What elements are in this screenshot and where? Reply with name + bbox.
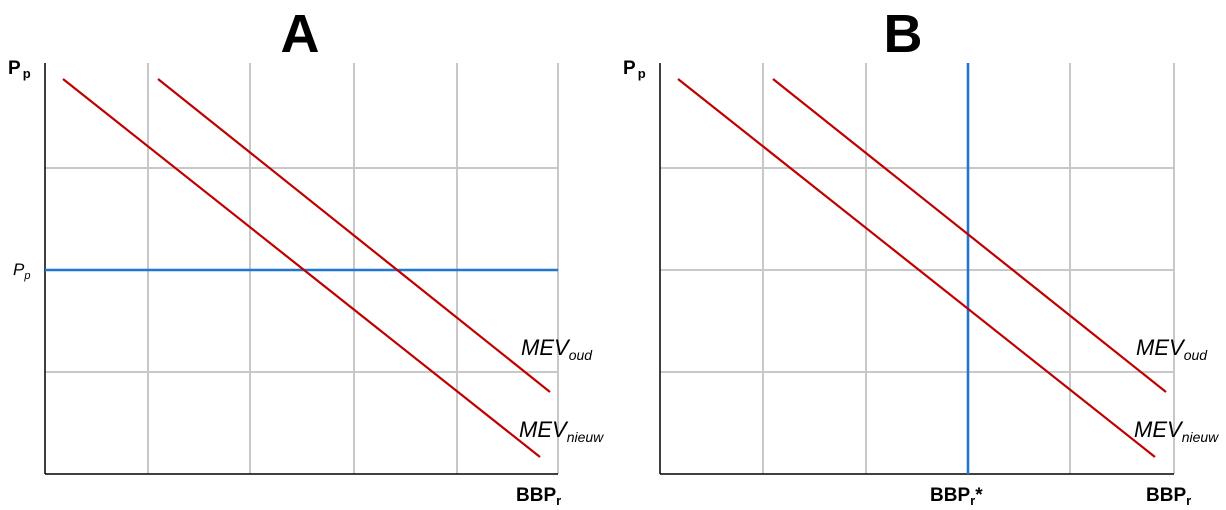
panel-b-title: B	[884, 4, 923, 64]
panel-a-x-axis-label: BBPr	[516, 485, 561, 508]
panel-a-mev-nieuw-label: MEVnieuw	[519, 417, 604, 445]
panel-a-mev-oud-curve	[157, 78, 551, 393]
panel-b-mev-nieuw-label: MEVnieuw	[1134, 417, 1219, 445]
panel-a-title: A	[281, 4, 320, 64]
panel-b-x-axis-label: BBPr	[1146, 485, 1191, 508]
panel-a-price-level-label: Pp	[13, 260, 30, 282]
panel-b-mev-oud-label: MEVoud	[1136, 335, 1208, 363]
panel-a-mev-oud-label: MEVoud	[521, 335, 593, 363]
panel-b-mev-nieuw-curve	[677, 78, 1156, 458]
panel-a-mev-nieuw-curve	[62, 78, 541, 458]
panel-b-mev-oud-curve	[772, 78, 1167, 393]
panel-b-x-marker-label: BBPr*	[930, 485, 983, 508]
panel-b-grid	[660, 63, 1175, 474]
